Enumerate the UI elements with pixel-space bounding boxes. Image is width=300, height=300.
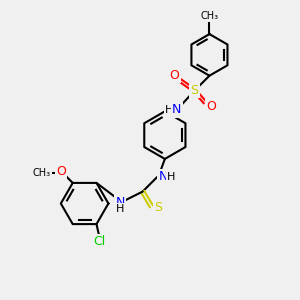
Text: N: N <box>116 196 125 208</box>
Text: H: H <box>116 204 124 214</box>
Text: H: H <box>165 105 173 115</box>
Text: O: O <box>56 164 66 178</box>
Text: N: N <box>172 103 182 116</box>
Text: O: O <box>206 100 216 113</box>
Text: H: H <box>167 172 176 182</box>
Text: O: O <box>169 69 179 82</box>
Text: S: S <box>190 84 199 97</box>
Text: Cl: Cl <box>93 236 106 248</box>
Text: S: S <box>154 202 162 214</box>
Text: N: N <box>159 170 168 183</box>
Text: CH₃: CH₃ <box>32 167 51 178</box>
Text: CH₃: CH₃ <box>200 11 218 21</box>
